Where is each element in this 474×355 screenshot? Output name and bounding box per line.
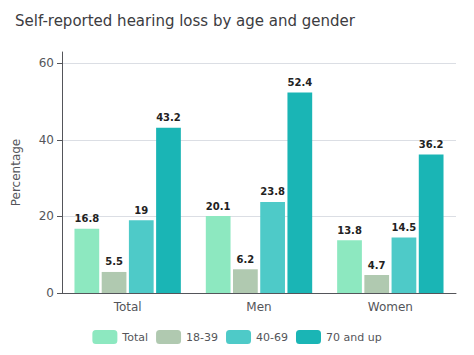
svg-text:Percentage: Percentage xyxy=(9,139,23,207)
svg-text:40-69: 40-69 xyxy=(256,331,288,344)
svg-text:20: 20 xyxy=(39,209,54,223)
svg-text:23.8: 23.8 xyxy=(260,186,285,197)
svg-text:Total: Total xyxy=(113,300,142,314)
svg-text:36.2: 36.2 xyxy=(419,139,444,150)
svg-text:6.2: 6.2 xyxy=(237,254,255,265)
svg-text:40: 40 xyxy=(39,133,54,147)
svg-text:20.1: 20.1 xyxy=(206,201,231,212)
svg-text:4.7: 4.7 xyxy=(368,260,386,271)
svg-text:13.8: 13.8 xyxy=(337,225,362,236)
svg-text:18-39: 18-39 xyxy=(186,331,218,344)
svg-text:5.5: 5.5 xyxy=(105,256,123,267)
svg-text:Women: Women xyxy=(368,300,413,314)
svg-text:52.4: 52.4 xyxy=(287,77,312,88)
svg-text:14.5: 14.5 xyxy=(392,222,417,233)
svg-text:43.2: 43.2 xyxy=(156,112,181,123)
svg-text:60: 60 xyxy=(39,56,54,70)
svg-text:70 and up: 70 and up xyxy=(326,331,382,344)
svg-text:16.8: 16.8 xyxy=(75,213,100,224)
svg-text:Self-reported hearing loss by: Self-reported hearing loss by age and ge… xyxy=(15,12,356,30)
svg-text:Men: Men xyxy=(246,300,271,314)
svg-text:Total: Total xyxy=(121,331,148,344)
svg-text:0: 0 xyxy=(46,286,54,300)
svg-text:19: 19 xyxy=(134,205,148,216)
